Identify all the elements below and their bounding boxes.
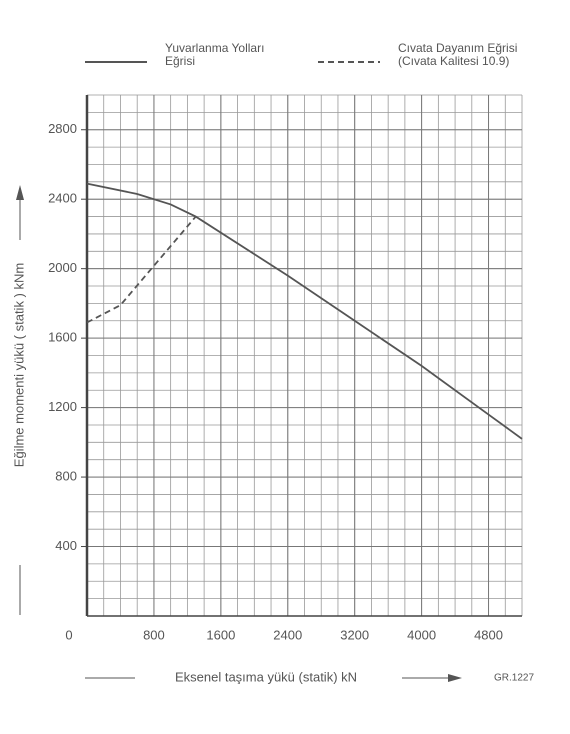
y-tick-label: 2400	[48, 191, 77, 206]
arrow-head	[16, 185, 24, 200]
note: GR.1227	[494, 673, 534, 684]
legend-label: Yuvarlanma Yolları	[165, 41, 264, 55]
x-axis-title: Eksenel taşıma yükü (statik) kN	[175, 669, 357, 684]
y-tick-label: 800	[55, 469, 77, 484]
legend-label: Cıvata Dayanım Eğrisi	[398, 41, 517, 55]
y-tick-label: 2000	[48, 260, 77, 275]
x-tick-label: 800	[143, 627, 165, 642]
legend-label: Eğrisi	[165, 54, 195, 68]
legend-label: (Cıvata Kalitesi 10.9)	[398, 54, 509, 68]
x-tick-label: 4000	[407, 627, 436, 642]
x-tick-label: 3200	[340, 627, 369, 642]
x-tick-label: 2400	[273, 627, 302, 642]
y-tick-label: 1600	[48, 330, 77, 345]
x-tick-label: 0	[65, 627, 72, 642]
arrow-head	[448, 674, 462, 682]
y-tick-label: 1200	[48, 399, 77, 414]
x-tick-label: 1600	[206, 627, 235, 642]
line-series	[86, 182, 523, 440]
y-axis-title: Eğilme momenti yükü ( statik ) kNm	[11, 263, 26, 467]
y-tick-label: 400	[55, 538, 77, 553]
line-series	[86, 215, 197, 324]
y-tick-label: 2800	[48, 121, 77, 136]
x-tick-label: 4800	[474, 627, 503, 642]
